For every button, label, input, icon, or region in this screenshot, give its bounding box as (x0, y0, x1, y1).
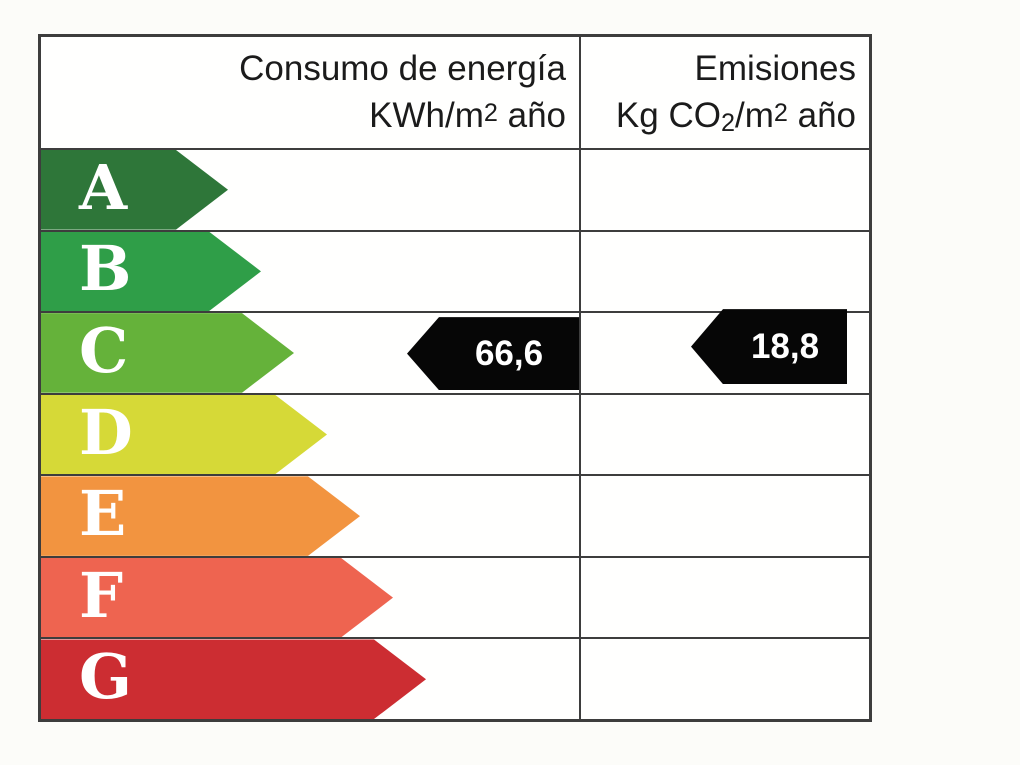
consumption-value: 66,6 (474, 333, 544, 373)
header-row: Consumo de energía KWh/m2 año Emisiones … (41, 37, 869, 150)
rating-g-emissions-cell (581, 639, 869, 719)
rating-letter-g: G (79, 640, 132, 714)
rating-f-emissions-cell (581, 558, 869, 638)
rating-row-e: E (41, 476, 869, 558)
rating-letter-c: C (79, 313, 129, 387)
rating-arrow-f: F (41, 558, 393, 638)
rating-arrow-c: C (41, 313, 294, 393)
emissions-header-unit: Kg CO2/m2 año (615, 96, 856, 138)
emissions-value: 18,8 (750, 326, 820, 366)
rating-row-g: G (41, 639, 869, 720)
rating-d-consumption-cell: D (41, 394, 581, 475)
consumption-value-arrow: 66,6 (407, 317, 579, 391)
rating-arrow-g: G (41, 639, 426, 719)
rating-letter-f: F (79, 558, 124, 632)
rating-row-a: A (41, 150, 869, 232)
rating-a-consumption-cell: A (41, 150, 581, 230)
rating-letter-e: E (79, 477, 127, 551)
rating-row-d: D (41, 394, 869, 477)
emissions-header-line1: Emisiones (694, 49, 856, 88)
rating-c-consumption-cell: C 66,6 (41, 313, 581, 393)
rating-arrow-a: A (41, 150, 228, 230)
rating-e-emissions-cell (581, 476, 869, 556)
emissions-column-header: Emisiones Kg CO2/m2 año (581, 37, 869, 148)
rating-row-f: F (41, 557, 869, 640)
rating-b-emissions-cell (581, 232, 869, 312)
rating-arrow-e: E (41, 476, 360, 556)
consumption-column-header: Consumo de energía KWh/m2 año (41, 37, 581, 148)
rating-letter-d: D (79, 395, 133, 469)
rating-arrow-b: B (41, 232, 261, 312)
consumption-header-unit: KWh/m2 año (369, 96, 566, 136)
rating-g-consumption-cell: G (41, 639, 581, 720)
rating-letter-a: A (79, 150, 128, 224)
rating-a-emissions-cell (581, 150, 869, 230)
rating-b-consumption-cell: B (41, 231, 581, 312)
rating-e-consumption-cell: E (41, 476, 581, 556)
rating-d-emissions-cell (581, 395, 869, 475)
rating-row-c: C 66,6 18,8 (41, 309, 869, 395)
energy-certificate-table: Consumo de energía KWh/m2 año Emisiones … (38, 34, 872, 722)
rating-letter-b: B (79, 232, 132, 306)
emissions-value-arrow: 18,8 (691, 309, 847, 385)
rating-arrow-d: D (41, 395, 327, 475)
consumption-header-line1: Consumo de energía (239, 49, 566, 88)
rating-f-consumption-cell: F (41, 557, 581, 638)
rating-row-b: B (41, 231, 869, 314)
rating-c-emissions-cell: 18,8 (581, 309, 869, 393)
